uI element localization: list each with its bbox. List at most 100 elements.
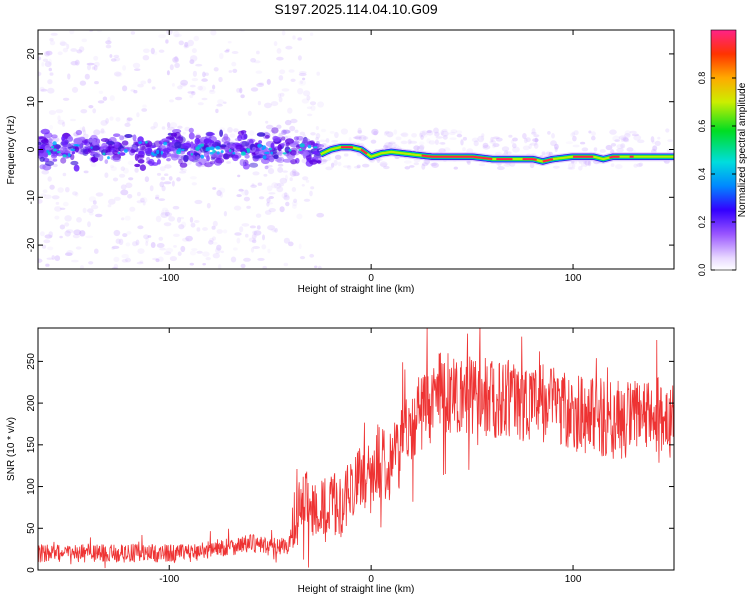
spectrum-speckle <box>136 200 143 204</box>
spectrum-speckle <box>230 256 237 263</box>
spectrum-speckle <box>59 207 66 210</box>
spectrum-speckle <box>218 264 222 269</box>
spectrum-speckle <box>292 204 297 209</box>
spectrum-band-blob <box>176 154 184 161</box>
y-tick-label: 50 <box>26 522 37 534</box>
spectrum-band-blob <box>273 154 279 159</box>
spectrum-speckle <box>71 259 79 263</box>
spectrum-peak-blob <box>90 146 93 149</box>
spectrum-speckle <box>92 200 97 205</box>
spectrum-band-blob <box>188 127 194 133</box>
spectrum-speckle <box>48 67 52 72</box>
spectrum-speckle <box>290 118 298 124</box>
spectrum-speckle <box>109 54 113 58</box>
spectrum-speckle <box>309 190 313 197</box>
spectrum-speckle <box>567 167 575 170</box>
spectrum-band-blob <box>264 134 270 139</box>
spectrum-speckle <box>55 109 64 114</box>
snr-frame <box>37 327 675 571</box>
ridge-hot-segment <box>522 158 537 161</box>
spectrum-speckle <box>455 130 463 135</box>
spectrum-speckle <box>130 31 136 35</box>
spectrum-speckle <box>252 239 257 244</box>
spectrum-speckle <box>270 101 279 107</box>
y-tick-label: 0 <box>26 146 37 152</box>
spectrum-speckle <box>120 184 127 190</box>
spectrum-speckle <box>47 176 52 182</box>
spectrum-speckle <box>307 113 313 117</box>
spectrum-band-blob <box>175 136 184 144</box>
spectrum-peak-blob <box>288 149 292 152</box>
spectrum-band-blob <box>234 137 243 142</box>
ridge-hot-segment <box>542 158 554 163</box>
spectrum-band-blob <box>40 128 50 135</box>
spectrum-speckle <box>528 143 532 150</box>
spectrum-speckle <box>654 140 661 146</box>
spectrum-speckle <box>69 118 77 122</box>
spectrum-speckle <box>629 130 637 134</box>
spectrum-speckle <box>252 171 260 176</box>
spectrum-band-blob <box>183 154 189 162</box>
spectrum-speckle <box>250 87 259 92</box>
spectrum-speckle <box>150 126 156 130</box>
spectrum-peak-blob <box>145 140 148 144</box>
spectrum-speckle <box>256 83 264 87</box>
spectrum-speckle <box>482 145 491 150</box>
spectrum-speckle <box>49 72 54 76</box>
spectrum-speckle <box>550 140 557 147</box>
spectrum-speckle <box>158 34 167 39</box>
spectrum-speckle <box>51 195 60 200</box>
spectrum-speckle <box>179 82 187 88</box>
spectrum-band-blob <box>233 145 243 152</box>
y-tick-label: 200 <box>26 394 37 411</box>
spectrum-speckle <box>163 251 172 255</box>
spectrum-speckle <box>42 189 48 193</box>
spectrum-speckle <box>624 130 631 136</box>
spectrum-speckle <box>51 255 55 260</box>
spectrum-speckle <box>48 231 53 238</box>
spectrum-speckle <box>241 189 249 196</box>
spectrum-speckle <box>554 146 558 152</box>
x-tick-label: 100 <box>565 273 582 284</box>
spectrum-speckle <box>282 170 288 173</box>
spectrum-speckle <box>139 260 144 264</box>
spectrum-speckle <box>158 236 164 241</box>
spectrum-speckle <box>384 132 388 136</box>
spectrum-band-blob <box>91 157 97 163</box>
spectrum-speckle <box>610 143 617 147</box>
spectrum-speckle <box>330 162 335 168</box>
spectrum-band-blob <box>293 140 300 145</box>
spectrum-speckle <box>416 145 425 152</box>
spectrum-peak-blob <box>270 151 274 155</box>
spectrum-speckle <box>175 96 183 101</box>
spectrum-speckle <box>49 40 56 46</box>
spectrum-speckle <box>177 251 182 256</box>
spectrum-speckle <box>434 139 439 145</box>
spectrum-band-blob <box>139 164 146 171</box>
spectrum-speckle <box>317 265 322 269</box>
spectrum-speckle <box>196 227 201 232</box>
spectrum-band-blob <box>258 140 263 144</box>
spectrum-speckle <box>512 137 518 142</box>
spectrum-speckle <box>403 160 412 164</box>
spectrum-speckle <box>362 136 369 140</box>
spectrum-speckle <box>80 109 88 114</box>
spectrum-speckle <box>132 241 138 247</box>
spectrum-speckle <box>657 136 661 140</box>
spectrum-band-blob <box>316 160 322 164</box>
spectrum-band-blob <box>224 153 229 159</box>
spectrum-speckle <box>202 251 210 257</box>
spectrum-band-blob <box>113 133 121 137</box>
spectrum-band-blob <box>114 142 120 149</box>
spectrum-speckle <box>173 233 180 237</box>
spectrum-band-blob <box>252 155 261 159</box>
spectrum-speckle <box>532 138 539 143</box>
spectrum-speckle <box>238 188 244 192</box>
spectrum-speckle <box>599 149 606 153</box>
spectrum-band-blob <box>73 138 82 145</box>
spectrum-speckle <box>299 256 306 260</box>
spectrum-speckle <box>267 168 275 175</box>
spectrum-peak-blob <box>228 149 232 153</box>
spectrum-speckle <box>185 235 193 242</box>
spectrum-speckle <box>554 143 559 150</box>
